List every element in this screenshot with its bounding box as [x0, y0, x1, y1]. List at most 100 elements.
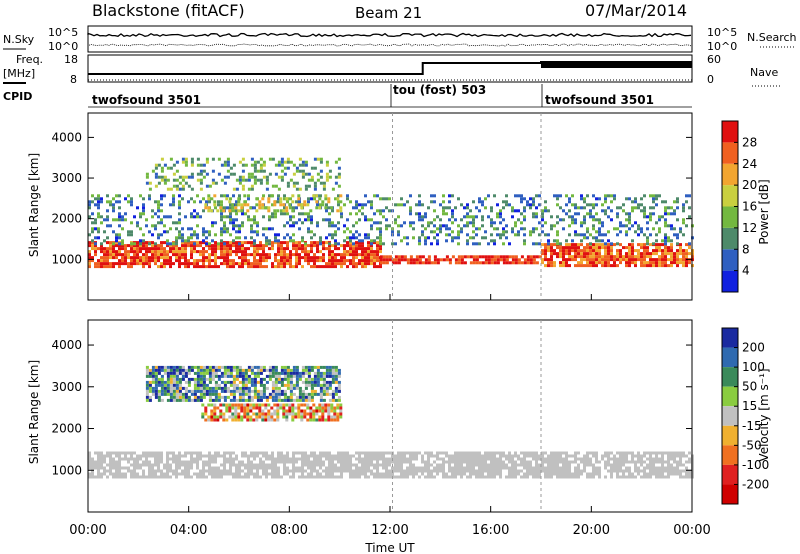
- echo-cell: [277, 389, 281, 393]
- echo-cell: [562, 261, 565, 265]
- echo-cell: [649, 258, 652, 262]
- echo-cell: [327, 200, 331, 204]
- echo-cell: [457, 236, 460, 240]
- echo-cell: [214, 457, 217, 461]
- echo-cell: [223, 242, 226, 246]
- echo-cell: [178, 218, 181, 222]
- echo-cell: [142, 475, 145, 479]
- echo-cell: [634, 466, 637, 470]
- echo-cell: [502, 258, 506, 262]
- echo-cell: [346, 466, 349, 470]
- echo-cell: [307, 215, 310, 219]
- echo-cell: [247, 392, 251, 396]
- echo-cell: [481, 236, 484, 240]
- echo-cell: [646, 463, 649, 467]
- echo-cell: [154, 371, 158, 375]
- echo-cell: [208, 253, 211, 257]
- echo-cell: [313, 187, 317, 191]
- echo-cell: [312, 194, 316, 198]
- echo-cell: [130, 242, 133, 246]
- echo-cell: [550, 261, 553, 265]
- colorbar-tick-label: 8: [742, 242, 750, 256]
- echo-cell: [226, 253, 229, 257]
- echo-cell: [448, 475, 451, 479]
- echo-cell: [388, 463, 391, 467]
- echo-cell: [580, 197, 583, 201]
- echo-cell: [664, 246, 667, 250]
- echo-cell: [219, 412, 223, 416]
- echo-cell: [496, 233, 499, 237]
- echo-cell: [139, 212, 142, 216]
- colorbar-frame: [721, 327, 739, 505]
- echo-cell: [475, 460, 478, 464]
- echo-cell: [427, 261, 431, 265]
- echo-cell: [124, 253, 127, 257]
- echo-cell: [577, 233, 580, 237]
- echo-cell: [331, 374, 335, 378]
- echo-cell: [454, 466, 457, 470]
- echo-cell: [334, 457, 337, 461]
- echo-cell: [115, 262, 118, 266]
- echo-cell: [457, 233, 460, 237]
- echo-cell: [291, 418, 295, 422]
- echo-cell: [213, 406, 217, 410]
- echo-cell: [291, 406, 295, 410]
- echo-cell: [184, 392, 188, 396]
- echo-cell: [676, 264, 679, 268]
- echo-cell: [315, 194, 319, 198]
- echo-cell: [337, 466, 340, 470]
- echo-cell: [469, 209, 472, 213]
- echo-cell: [213, 418, 217, 422]
- echo-cell: [169, 457, 172, 461]
- echo-cell: [133, 475, 136, 479]
- echo-cell: [151, 389, 155, 393]
- echo-cell: [547, 264, 550, 268]
- echo-cell: [343, 454, 346, 458]
- echo-cell: [319, 463, 322, 467]
- echo-cell: [454, 206, 457, 210]
- echo-cell: [394, 218, 397, 222]
- echo-cell: [187, 380, 191, 384]
- echo-cell: [94, 197, 97, 201]
- echo-cell: [322, 374, 326, 378]
- echo-cell: [403, 451, 406, 455]
- echo-cell: [370, 218, 373, 222]
- echo-cell: [373, 457, 376, 461]
- echo-cell: [244, 466, 247, 470]
- echo-cell: [418, 261, 422, 265]
- echo-cell: [586, 454, 589, 458]
- echo-cell: [196, 241, 199, 245]
- echo-cell: [100, 259, 103, 263]
- echo-cell: [324, 409, 328, 413]
- echo-cell: [520, 227, 523, 231]
- echo-cell: [232, 194, 235, 198]
- echo-cell: [460, 472, 463, 476]
- y-tick-label: 1000: [51, 463, 82, 477]
- echo-cell: [640, 258, 643, 262]
- echo-cell: [271, 386, 275, 390]
- echo-cell: [196, 157, 200, 161]
- echo-cell: [406, 475, 409, 479]
- echo-cell: [493, 460, 496, 464]
- echo-cell: [309, 412, 313, 416]
- echo-cell: [255, 209, 259, 213]
- echo-cell: [517, 209, 520, 213]
- echo-cell: [277, 233, 280, 237]
- echo-cell: [649, 457, 652, 461]
- echo-cell: [211, 247, 214, 251]
- echo-cell: [556, 239, 559, 243]
- echo-cell: [106, 194, 109, 198]
- echo-cell: [556, 203, 559, 207]
- echo-cell: [553, 451, 556, 455]
- echo-cell: [112, 247, 115, 251]
- echo-cell: [247, 253, 250, 257]
- echo-cell: [181, 178, 185, 182]
- echo-cell: [580, 194, 583, 198]
- echo-cell: [541, 209, 544, 213]
- echo-cell: [232, 221, 235, 225]
- echo-cell: [232, 386, 236, 390]
- echo-cell: [136, 256, 139, 260]
- echo-cell: [688, 261, 691, 265]
- echo-cell: [270, 406, 274, 410]
- echo-cell: [382, 460, 385, 464]
